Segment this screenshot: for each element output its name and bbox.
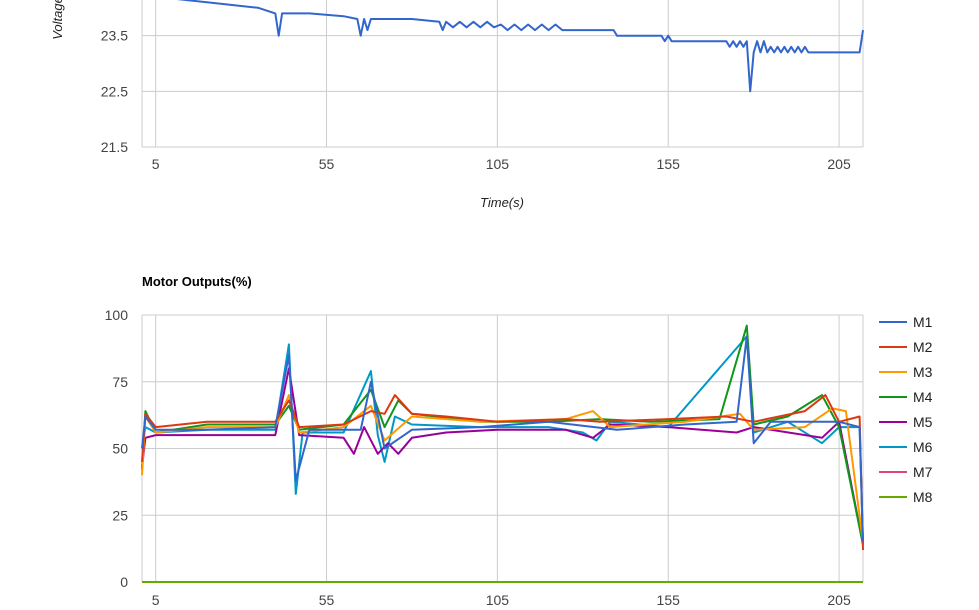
motor-legend: M1 M2 M3 M4 M5 M6 M7 M8 xyxy=(879,314,933,505)
motor-grid xyxy=(141,314,864,583)
voltage-x-axis-title: Time(s) xyxy=(480,195,524,210)
legend-label: M8 xyxy=(913,489,933,505)
legend-item-m2[interactable]: M2 xyxy=(879,339,933,355)
series-line-m2 xyxy=(141,394,864,551)
legend-label: M2 xyxy=(913,339,933,355)
voltage-y-ticks: 21.5 22.5 23.5 xyxy=(101,28,128,155)
voltage-series xyxy=(176,0,864,93)
legend-label: M3 xyxy=(913,364,933,380)
y-tick-label: 75 xyxy=(112,374,128,390)
motor-y-ticks: 0 25 50 75 100 xyxy=(105,307,129,590)
x-tick-label: 205 xyxy=(827,156,851,172)
legend-label: M1 xyxy=(913,314,933,330)
x-tick-label: 155 xyxy=(657,156,681,172)
x-tick-label: 55 xyxy=(319,156,335,172)
x-tick-label: 105 xyxy=(486,592,510,608)
legend-item-m1[interactable]: M1 xyxy=(879,314,933,330)
y-tick-label: 50 xyxy=(112,441,128,457)
series-line-m1 xyxy=(141,335,864,543)
y-tick-label: 25 xyxy=(112,507,128,523)
voltage-grid xyxy=(141,0,864,148)
legend-label: M4 xyxy=(913,389,933,405)
legend-item-m5[interactable]: M5 xyxy=(879,414,933,430)
y-tick-label: 0 xyxy=(120,574,128,590)
x-tick-label: 155 xyxy=(657,592,681,608)
x-tick-label: 55 xyxy=(319,592,335,608)
motor-series xyxy=(141,324,864,583)
series-line-voltage xyxy=(176,0,864,93)
x-tick-label: 105 xyxy=(486,156,510,172)
legend-label: M7 xyxy=(913,464,933,480)
legend-item-m4[interactable]: M4 xyxy=(879,389,933,405)
voltage-chart: 21.522.523.5 5 55 105 155 205 Voltage Time(s… xyxy=(50,0,864,210)
motor-chart-title: Motor Outputs(%) xyxy=(142,274,252,289)
y-tick-label: 22.5 xyxy=(101,83,128,99)
y-tick-label: 23.5 xyxy=(101,28,128,44)
x-tick-label: 5 xyxy=(152,592,160,608)
legend-item-m7[interactable]: M7 xyxy=(879,464,933,480)
series-line-m5 xyxy=(141,367,864,545)
legend-label: M5 xyxy=(913,414,933,430)
legend-label: M6 xyxy=(913,439,933,455)
voltage-y-axis-title: Voltage xyxy=(50,0,65,40)
x-tick-label: 205 xyxy=(827,592,851,608)
legend-item-m8[interactable]: M8 xyxy=(879,489,933,505)
voltage-x-ticks: 5 55 105 155 205 xyxy=(152,156,851,172)
legend-item-m3[interactable]: M3 xyxy=(879,364,933,380)
motor-x-ticks: 5 55 105 155 205 xyxy=(152,592,851,608)
y-tick-label: 100 xyxy=(105,307,129,323)
series-line-m6 xyxy=(141,335,864,543)
legend-item-m6[interactable]: M6 xyxy=(879,439,933,455)
x-tick-label: 5 xyxy=(152,156,160,172)
y-tick-label: 21.5 xyxy=(101,139,128,155)
series-line-m3 xyxy=(141,394,864,543)
